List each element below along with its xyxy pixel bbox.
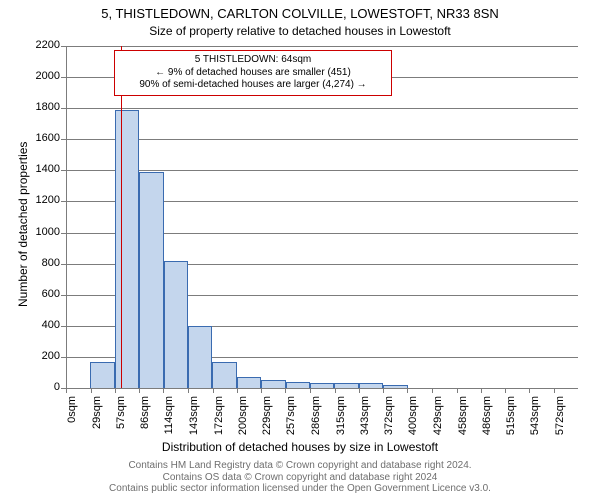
x-tick <box>188 388 189 393</box>
x-tick <box>66 388 67 393</box>
x-tick-label: 343sqm <box>359 396 371 446</box>
y-tick-label: 400 <box>26 319 60 331</box>
y-tick-label: 1800 <box>26 101 60 113</box>
x-tick <box>261 388 262 393</box>
marker-line <box>121 46 122 388</box>
annotation-line3: 90% of semi-detached houses are larger (… <box>121 79 385 92</box>
chart-container: 5, THISTLEDOWN, CARLTON COLVILLE, LOWEST… <box>0 0 600 500</box>
y-tick-label: 800 <box>26 257 60 269</box>
gridline <box>66 139 578 140</box>
title-sub: Size of property relative to detached ho… <box>0 24 600 38</box>
histogram-bar <box>164 261 188 388</box>
x-tick <box>213 388 214 393</box>
y-tick-label: 600 <box>26 288 60 300</box>
gridline <box>66 46 578 47</box>
footer-line2: Contains OS data © Crown copyright and d… <box>0 472 600 484</box>
x-tick <box>407 388 408 393</box>
x-tick <box>115 388 116 393</box>
x-tick <box>554 388 555 393</box>
y-tick-label: 2200 <box>26 39 60 51</box>
annotation-box: 5 THISTLEDOWN: 64sqm ← 9% of detached ho… <box>114 50 392 96</box>
footer-line3: Contains public sector information licen… <box>0 483 600 495</box>
x-tick <box>359 388 360 393</box>
x-tick <box>139 388 140 393</box>
title-main: 5, THISTLEDOWN, CARLTON COLVILLE, LOWEST… <box>0 6 600 21</box>
histogram-bar <box>237 377 261 388</box>
x-tick <box>91 388 92 393</box>
footer-line1: Contains HM Land Registry data © Crown c… <box>0 460 600 472</box>
x-tick-label: 29sqm <box>91 396 103 446</box>
plot-area <box>66 46 578 388</box>
x-tick <box>163 388 164 393</box>
y-axis-line <box>66 46 67 388</box>
x-tick-label: 257sqm <box>285 396 297 446</box>
annotation-line1: 5 THISTLEDOWN: 64sqm <box>121 54 385 67</box>
y-tick-label: 1400 <box>26 163 60 175</box>
x-tick-label: 200sqm <box>237 396 249 446</box>
x-tick-label: 114sqm <box>163 396 175 446</box>
histogram-bar <box>212 362 236 388</box>
histogram-bar <box>90 362 114 388</box>
y-tick-label: 1600 <box>26 132 60 144</box>
y-tick-label: 1000 <box>26 226 60 238</box>
x-tick-label: 229sqm <box>261 396 273 446</box>
x-tick <box>237 388 238 393</box>
gridline <box>66 108 578 109</box>
histogram-bar <box>115 110 139 388</box>
x-tick-label: 572sqm <box>554 396 566 446</box>
x-tick <box>310 388 311 393</box>
histogram-bar <box>261 380 285 388</box>
histogram-bar <box>139 172 163 388</box>
x-tick-label: 400sqm <box>407 396 419 446</box>
x-tick <box>481 388 482 393</box>
y-tick-label: 1200 <box>26 194 60 206</box>
x-tick <box>432 388 433 393</box>
x-axis-line <box>66 388 578 389</box>
x-tick-label: 172sqm <box>213 396 225 446</box>
x-tick-label: 315sqm <box>335 396 347 446</box>
x-tick-label: 486sqm <box>481 396 493 446</box>
histogram-bar <box>188 326 212 388</box>
x-tick-label: 372sqm <box>383 396 395 446</box>
x-tick-label: 143sqm <box>188 396 200 446</box>
x-tick <box>457 388 458 393</box>
x-tick-label: 515sqm <box>505 396 517 446</box>
x-tick <box>505 388 506 393</box>
annotation-line2: ← 9% of detached houses are smaller (451… <box>121 67 385 80</box>
x-tick <box>285 388 286 393</box>
x-tick-label: 0sqm <box>66 396 78 446</box>
x-tick-label: 57sqm <box>115 396 127 446</box>
x-tick-label: 458sqm <box>457 396 469 446</box>
x-tick-label: 429sqm <box>432 396 444 446</box>
x-tick <box>335 388 336 393</box>
y-tick-label: 200 <box>26 350 60 362</box>
y-tick-label: 0 <box>26 381 60 393</box>
x-tick-label: 86sqm <box>139 396 151 446</box>
footer: Contains HM Land Registry data © Crown c… <box>0 460 600 495</box>
x-tick <box>529 388 530 393</box>
x-tick <box>383 388 384 393</box>
y-tick-label: 2000 <box>26 70 60 82</box>
x-tick-label: 543sqm <box>529 396 541 446</box>
x-tick-label: 286sqm <box>310 396 322 446</box>
